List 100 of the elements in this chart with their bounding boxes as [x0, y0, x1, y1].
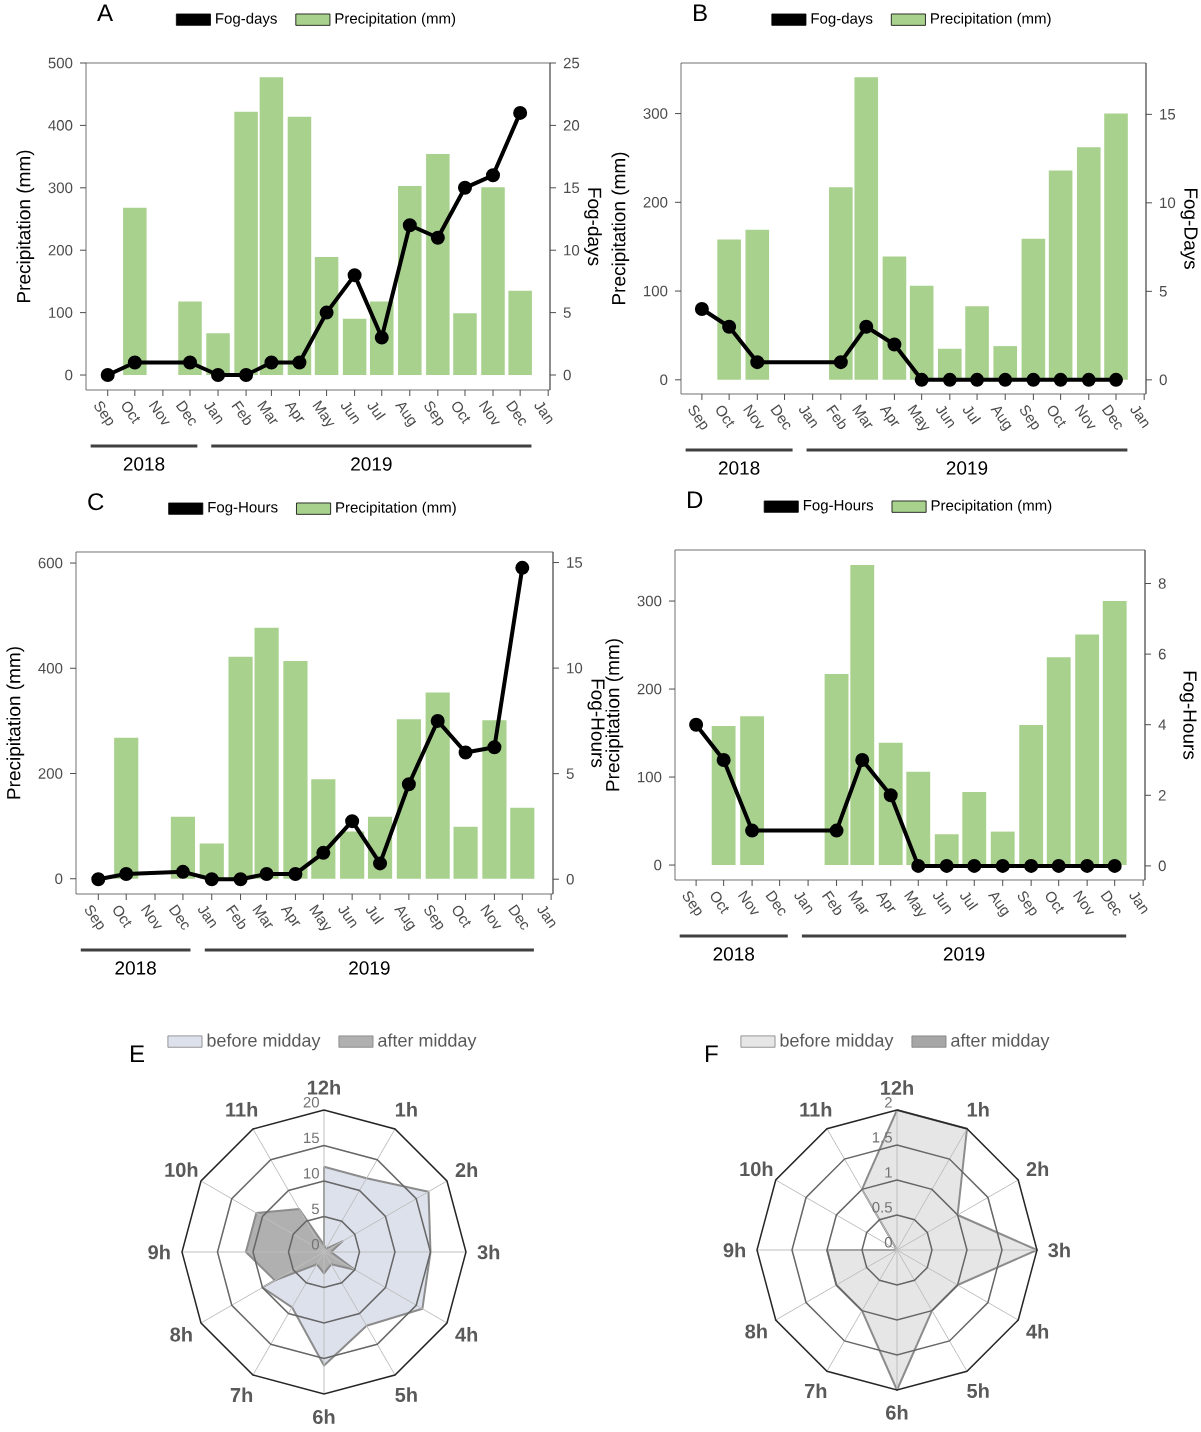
y-axis-title: Precipitation (mm) [605, 639, 624, 791]
y-tick-label: 15 [304, 1132, 319, 1144]
y-tick-label: 200 [637, 683, 662, 695]
point [91, 872, 106, 887]
point [883, 788, 898, 803]
x-tick-label: Nov [478, 400, 500, 425]
x-tick-label: Aug [990, 406, 1012, 431]
point [855, 752, 870, 767]
spoke-label: 10h [740, 1161, 773, 1177]
x-tick-label: Oct [716, 405, 735, 429]
y-tick-label: 300 [643, 108, 668, 119]
y2-tick-label: 2 [1158, 790, 1166, 801]
y-tick-label: 1 [885, 1167, 892, 1178]
y2-tick-label: 5 [563, 307, 571, 318]
y-tick-label: 300 [637, 595, 662, 607]
point [316, 845, 331, 860]
y-axis-title: Precipitation (mm) [611, 152, 630, 305]
x-tick-label: Oct [122, 401, 141, 425]
bar [990, 831, 1015, 866]
point [288, 866, 303, 881]
y2-tick-label: 0 [1158, 860, 1166, 872]
x-tick-label: Aug [987, 892, 1010, 917]
x-tick-label: Jan [1129, 891, 1148, 915]
point [1026, 372, 1041, 387]
point [1081, 372, 1096, 387]
x-tick-label: Nov [1074, 404, 1096, 429]
bar [1048, 170, 1073, 380]
bar [398, 185, 422, 376]
y-tick-label: 200 [643, 197, 668, 208]
point [859, 319, 874, 334]
y-tick-label: 0 [884, 1236, 892, 1248]
bar [850, 564, 875, 866]
x-tick-label: Jan [204, 401, 223, 425]
text: 2018 [123, 457, 165, 471]
point [345, 814, 360, 829]
point [373, 856, 388, 871]
point [1080, 858, 1095, 873]
point [127, 355, 142, 370]
legend-label: after midday [378, 1033, 477, 1051]
spoke-label: 2h [1026, 1161, 1049, 1177]
bar [228, 656, 253, 879]
x-tick-label: Aug [394, 906, 416, 931]
point [292, 355, 307, 370]
spoke-label: 4h [1026, 1323, 1049, 1339]
legend-label: Precipitation (mm) [335, 12, 456, 27]
y-tick-label: 400 [48, 120, 73, 131]
x-tick-label: Jul [960, 892, 979, 911]
point [750, 355, 765, 370]
spoke-label: 3h [477, 1244, 500, 1260]
bar [510, 807, 535, 879]
y-tick-label: 2 [885, 1097, 892, 1108]
chart-title: E [131, 1045, 145, 1062]
spoke-label: 6h [313, 1409, 335, 1425]
legend-label: Precipitation (mm) [931, 12, 1051, 27]
y-tick-label: 500 [48, 57, 73, 69]
y-tick-label: 0 [65, 369, 73, 381]
y2-tick-label: 10 [567, 662, 583, 674]
x-tick-label: Sep [85, 905, 104, 930]
spoke-label: 9h [723, 1242, 746, 1258]
legend-label: before midday [207, 1033, 321, 1051]
bar [114, 737, 139, 879]
point [211, 368, 226, 383]
bar [1075, 634, 1100, 866]
point [1109, 372, 1124, 387]
point [486, 168, 501, 183]
x-tick-label: Feb [826, 404, 846, 430]
spoke-label: 5h [395, 1387, 417, 1402]
x-tick-label: Apr [879, 406, 900, 427]
bar [1104, 113, 1128, 380]
spoke-label: 1h [967, 1102, 989, 1117]
point [233, 872, 248, 887]
spoke-label: 7h [804, 1383, 827, 1398]
x-tick-label: Sep [1020, 405, 1039, 430]
point [829, 823, 844, 838]
spoke-label: 8h [170, 1327, 192, 1342]
point [833, 355, 848, 370]
x-tick-label: Jan [198, 905, 217, 929]
point [259, 866, 274, 881]
x-tick-label: Oct [1045, 891, 1065, 915]
spoke-label: 7h [230, 1387, 253, 1402]
x-tick-label: Oct [710, 891, 730, 915]
bar [482, 720, 507, 879]
legend-label: Fog-Hours [803, 500, 874, 514]
y-tick-label: 100 [638, 771, 662, 783]
bar [283, 660, 308, 879]
spoke-label: 6h [886, 1405, 908, 1420]
x-tick-label: Apr [284, 402, 305, 423]
x-tick-label: Nov [738, 890, 760, 915]
y-tick-label: 200 [48, 244, 73, 256]
x-tick-label: Jan [1130, 405, 1149, 429]
legend-label: Fog-days [811, 12, 873, 27]
x-tick-label: Sep [682, 891, 702, 916]
y2-tick-label: 8 [1158, 578, 1166, 589]
bar [1102, 601, 1127, 866]
y2-tick-label: 6 [1158, 648, 1166, 660]
y2-axis-title: Fog-Hours [587, 679, 605, 768]
y2-tick-label: 15 [1160, 109, 1176, 120]
x-tick-label: Feb [822, 890, 842, 916]
y-tick-label: 0.5 [872, 1201, 892, 1213]
y2-tick-label: 5 [1159, 286, 1167, 297]
